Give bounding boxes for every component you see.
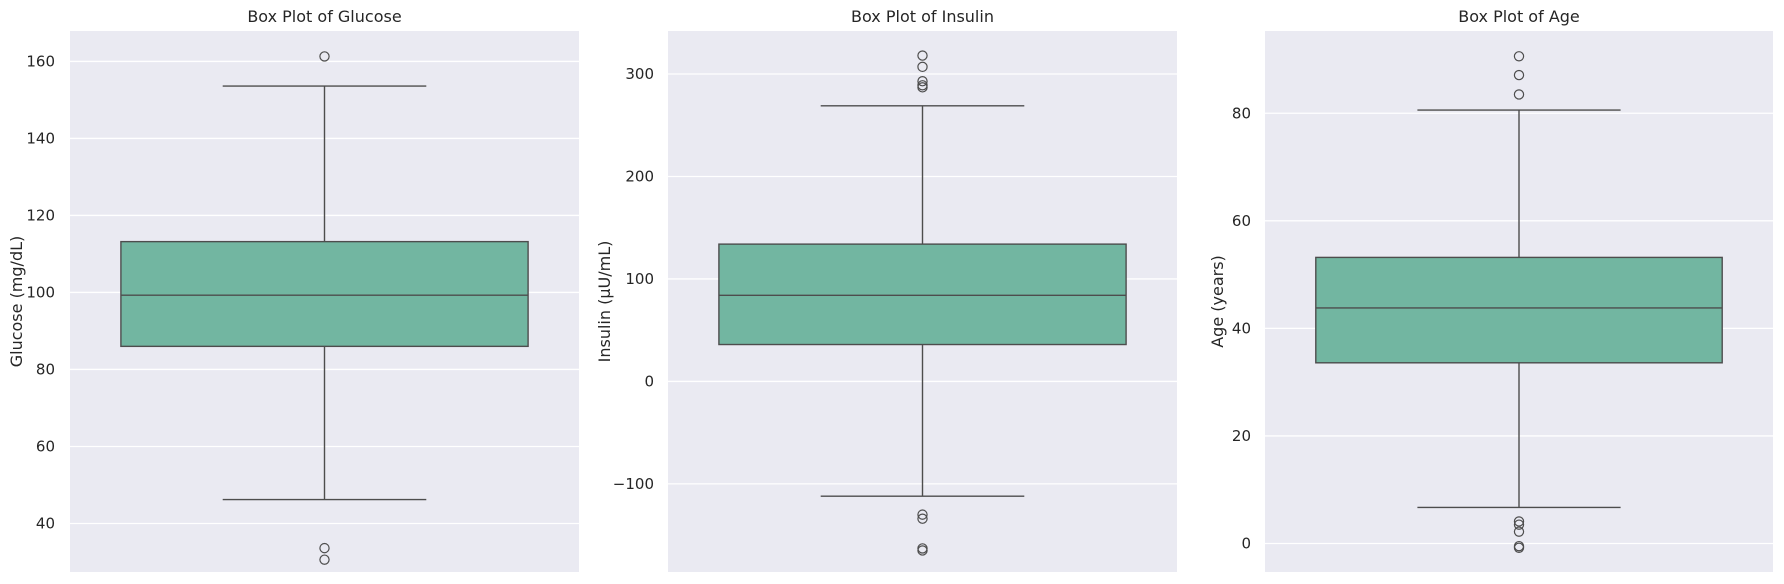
y-tick-label: 20	[1232, 427, 1251, 445]
y-tick-label: 60	[36, 437, 55, 455]
y-tick-label: 0	[1241, 534, 1251, 552]
outlier-point	[1513, 526, 1525, 537]
outlier-point	[1513, 69, 1525, 81]
chart-panel-3: 0 20 40 60 80 Box Plot of Age Age (years)	[1208, 7, 1773, 572]
y-tick-label: 80	[36, 360, 55, 378]
outlier-point	[1513, 51, 1525, 62]
chart-title: Box Plot of Glucose	[247, 7, 401, 26]
y-tick-label: 60	[1232, 212, 1251, 230]
outlier-point	[1513, 542, 1525, 554]
y-tick-label: 120	[26, 206, 55, 224]
outlier-point	[917, 509, 928, 520]
y-tick-label: 160	[26, 52, 55, 70]
outlier-point	[1513, 516, 1525, 527]
y-tick-label: 40	[1232, 319, 1251, 337]
outlier-point	[1513, 89, 1525, 100]
outlier-point	[319, 542, 330, 554]
outlier-point	[917, 513, 928, 524]
y-tick-label: 100	[625, 270, 654, 288]
chart-panel-1: 40 60 80 100 120 140 160 Box Plot of Glucose Glu…	[7, 7, 579, 572]
iqr-box	[1315, 256, 1723, 364]
y-axis-label: Glucose (mg/dL)	[7, 236, 26, 368]
y-axis-label: Insulin (μU/mL)	[595, 241, 614, 363]
chart-panel-2: −100 0 100 200 300 Box Plot of Insulin Insulin…	[595, 7, 1177, 572]
outlier-point	[917, 61, 928, 73]
y-axis-label: Age (years)	[1208, 255, 1227, 348]
y-tick-label: 300	[625, 65, 654, 83]
y-tick-label: 80	[1232, 104, 1251, 122]
outlier-point	[1513, 519, 1525, 530]
chart-title: Box Plot of Insulin	[851, 7, 994, 26]
outlier-point	[917, 545, 928, 556]
y-tick-label: −100	[613, 475, 654, 493]
outlier-point	[917, 50, 928, 61]
y-tick-label: 0	[644, 372, 654, 390]
y-tick-label: 200	[625, 167, 654, 185]
y-tick-label: 40	[36, 514, 55, 532]
y-tick-label: 140	[26, 129, 55, 147]
outlier-point	[917, 82, 928, 93]
outlier-point	[917, 76, 928, 87]
y-tick-label: 100	[26, 283, 55, 301]
outlier-point	[319, 554, 330, 565]
chart-title: Box Plot of Age	[1458, 7, 1580, 26]
outlier-point	[319, 51, 330, 62]
iqr-box	[718, 243, 1127, 346]
iqr-box	[120, 240, 529, 348]
